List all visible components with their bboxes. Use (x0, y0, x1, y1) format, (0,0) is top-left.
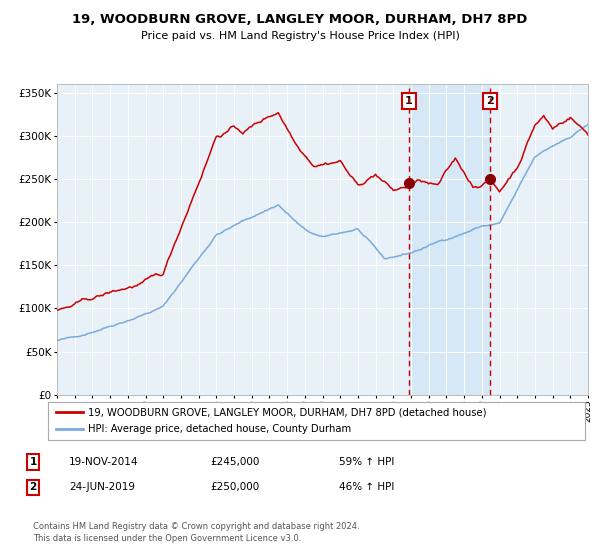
Text: 46% ↑ HPI: 46% ↑ HPI (339, 482, 394, 492)
Text: 2: 2 (486, 96, 494, 106)
Text: HPI: Average price, detached house, County Durham: HPI: Average price, detached house, Coun… (88, 424, 352, 434)
Text: £245,000: £245,000 (210, 457, 259, 467)
Text: 1: 1 (29, 457, 37, 467)
Text: 19, WOODBURN GROVE, LANGLEY MOOR, DURHAM, DH7 8PD (detached house): 19, WOODBURN GROVE, LANGLEY MOOR, DURHAM… (88, 407, 487, 417)
Text: Contains HM Land Registry data © Crown copyright and database right 2024.
This d: Contains HM Land Registry data © Crown c… (33, 522, 359, 543)
Text: £250,000: £250,000 (210, 482, 259, 492)
Text: 19, WOODBURN GROVE, LANGLEY MOOR, DURHAM, DH7 8PD: 19, WOODBURN GROVE, LANGLEY MOOR, DURHAM… (73, 13, 527, 26)
Text: 24-JUN-2019: 24-JUN-2019 (69, 482, 135, 492)
Text: 19-NOV-2014: 19-NOV-2014 (69, 457, 139, 467)
Text: 59% ↑ HPI: 59% ↑ HPI (339, 457, 394, 467)
Text: 2: 2 (29, 482, 37, 492)
Bar (409, 84, 490, 395)
Text: 1: 1 (405, 96, 413, 106)
Text: Price paid vs. HM Land Registry's House Price Index (HPI): Price paid vs. HM Land Registry's House … (140, 31, 460, 41)
